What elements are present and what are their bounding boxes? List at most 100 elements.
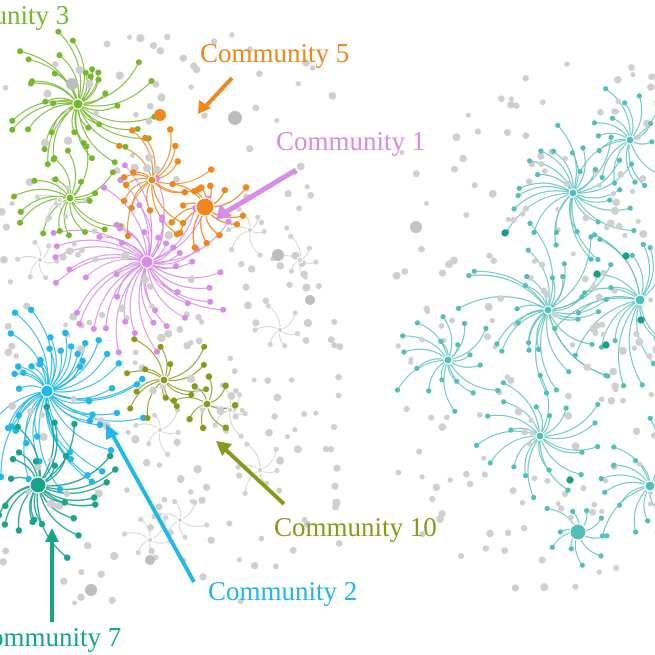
arrowhead-community-2 — [106, 424, 119, 440]
node — [52, 254, 59, 261]
node — [440, 314, 446, 320]
node — [193, 465, 202, 474]
node — [129, 153, 135, 158]
edge — [77, 103, 155, 123]
node — [83, 143, 90, 150]
node — [48, 457, 54, 463]
node — [85, 124, 92, 131]
node — [27, 274, 33, 280]
node — [541, 168, 548, 174]
node — [313, 410, 319, 416]
edge — [539, 435, 598, 451]
node — [590, 283, 597, 291]
node — [522, 205, 530, 212]
node — [246, 145, 254, 153]
node — [82, 340, 89, 347]
node — [470, 390, 476, 396]
edge — [397, 359, 449, 391]
node — [522, 132, 530, 139]
node — [225, 218, 232, 225]
node — [419, 336, 425, 343]
edge — [179, 519, 207, 528]
node — [569, 150, 576, 156]
edge — [56, 239, 148, 263]
node — [125, 429, 131, 435]
node — [207, 536, 215, 544]
edge — [46, 390, 103, 472]
node — [114, 102, 121, 109]
node — [465, 112, 471, 118]
node — [64, 108, 70, 114]
node — [188, 339, 194, 346]
node — [588, 234, 594, 240]
node — [7, 475, 15, 482]
node — [86, 319, 93, 326]
node — [71, 241, 77, 247]
node — [603, 296, 609, 303]
node — [56, 52, 63, 59]
node — [46, 345, 53, 352]
node — [195, 337, 203, 345]
node — [233, 388, 239, 394]
node — [652, 345, 655, 354]
node — [580, 485, 587, 492]
node — [48, 129, 55, 136]
node — [40, 230, 47, 237]
edge — [570, 192, 592, 260]
node — [152, 412, 158, 418]
node — [251, 561, 259, 570]
edge — [539, 404, 599, 437]
edges-layer — [0, 31, 655, 566]
node — [526, 347, 532, 353]
edge — [629, 113, 655, 141]
node — [8, 342, 16, 350]
node — [131, 330, 138, 336]
node — [36, 256, 44, 264]
node — [50, 229, 57, 236]
node — [127, 405, 134, 412]
edge — [629, 139, 655, 173]
node — [129, 127, 136, 134]
node — [544, 505, 550, 512]
node — [7, 279, 14, 285]
node — [9, 455, 17, 463]
node — [174, 289, 181, 296]
node — [87, 73, 94, 80]
node — [15, 412, 22, 419]
node — [0, 511, 3, 519]
node — [538, 556, 546, 564]
node — [174, 158, 181, 165]
node — [640, 241, 646, 247]
node — [75, 532, 82, 539]
node — [265, 429, 273, 437]
node — [56, 228, 63, 234]
node — [609, 367, 618, 376]
node — [481, 455, 487, 461]
node — [578, 472, 584, 478]
node — [76, 320, 83, 327]
node — [167, 361, 174, 368]
node — [538, 161, 545, 168]
node — [592, 330, 599, 337]
node — [582, 214, 590, 222]
node — [55, 28, 62, 35]
arrow-community-5 — [202, 76, 234, 110]
node — [265, 303, 271, 309]
node — [113, 271, 120, 278]
node — [473, 442, 480, 449]
edge — [120, 179, 150, 263]
node — [332, 498, 341, 507]
node — [531, 475, 538, 482]
node — [235, 464, 241, 470]
node — [647, 83, 655, 91]
node — [66, 78, 78, 90]
node — [163, 323, 170, 329]
node — [304, 184, 310, 190]
node — [292, 427, 298, 433]
node — [138, 516, 144, 523]
node — [595, 133, 602, 139]
node — [220, 306, 227, 313]
node — [569, 342, 576, 348]
node — [67, 343, 75, 350]
node — [66, 184, 72, 191]
